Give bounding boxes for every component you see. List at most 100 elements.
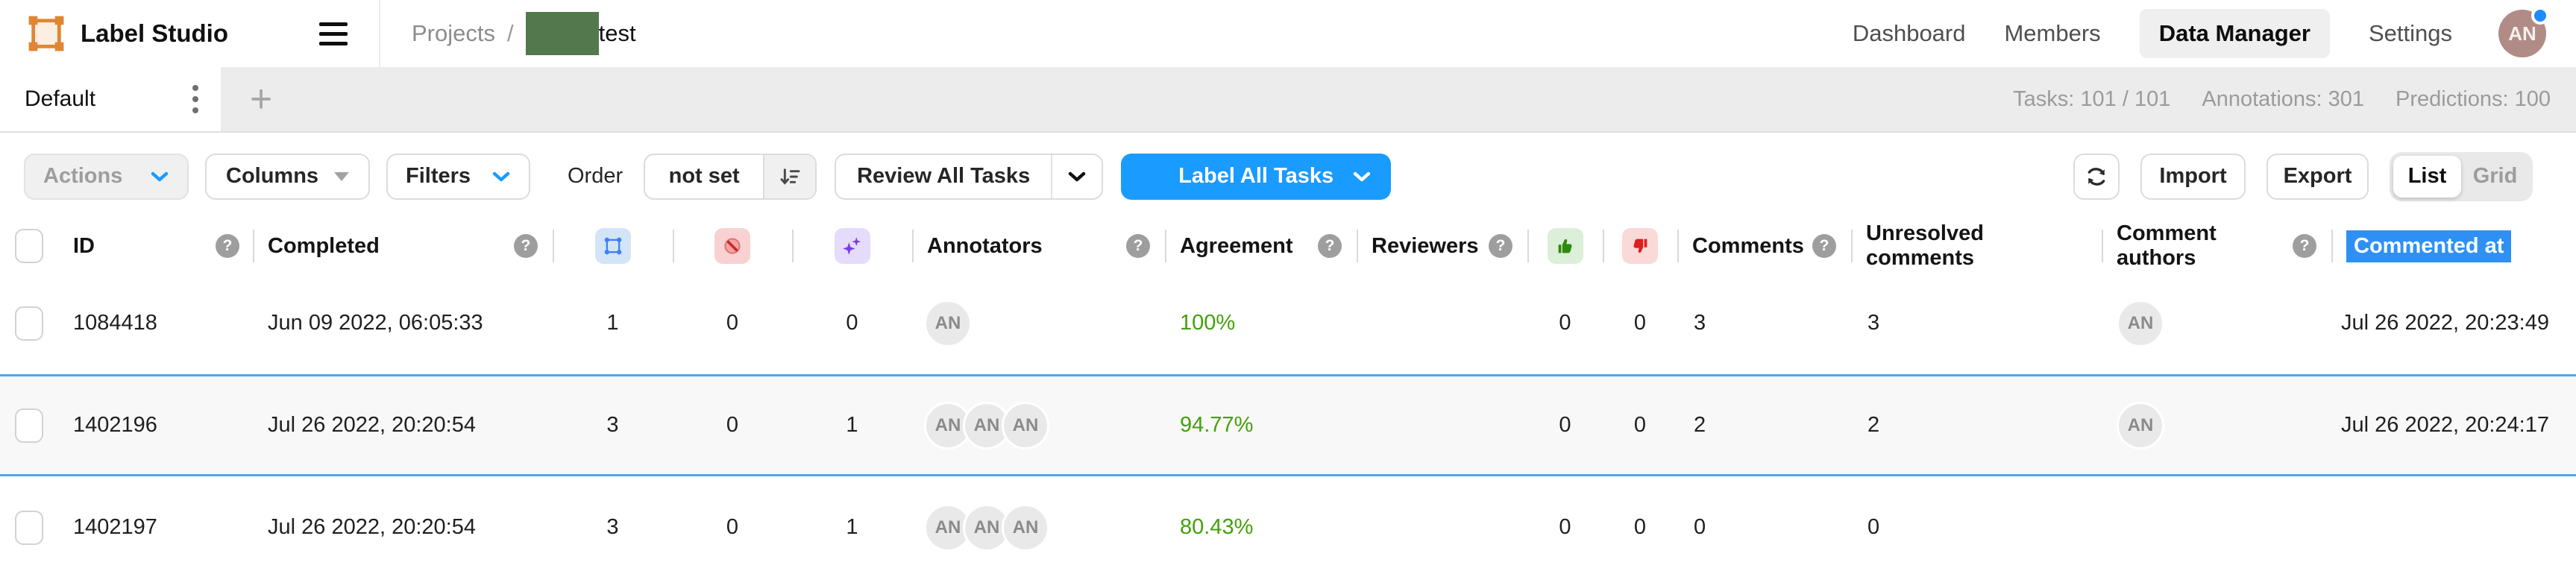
column-label-id: ID	[73, 233, 95, 258]
help-icon[interactable]	[514, 234, 538, 258]
cell-completed: Jun 09 2022, 06:05:33	[268, 311, 483, 335]
thumbs-down-icon[interactable]	[1622, 228, 1658, 264]
help-icon[interactable]	[1318, 234, 1342, 258]
review-all-tasks-button[interactable]: Review All Tasks	[835, 153, 1104, 200]
view-mode-grid[interactable]: Grid	[2472, 164, 2518, 188]
help-icon[interactable]	[1489, 234, 1512, 258]
breadcrumb: Projects / test	[412, 12, 636, 55]
annotations-count: Annotations: 301	[2202, 86, 2365, 111]
table-row[interactable]: 1402197 Jul 26 2022, 20:20:54 3 0 1 AN AN…	[0, 476, 2576, 574]
cell-rejected-count: 0	[1633, 413, 1647, 437]
cell-comment-authors: AN	[2102, 401, 2331, 450]
cell-agreement: 80.43%	[1180, 515, 1254, 539]
column-header-reviewers[interactable]: Reviewers	[1357, 220, 1527, 272]
cell-predictions-count: 1	[846, 515, 858, 539]
chevron-down-icon	[492, 171, 510, 181]
column-label-comment-authors: Comment authors	[2117, 221, 2217, 270]
row-checkbox[interactable]	[15, 306, 43, 341]
breadcrumb-separator: /	[506, 20, 514, 46]
help-icon[interactable]	[1812, 234, 1836, 258]
brand-name: Label Studio	[81, 19, 228, 47]
predictions-count: Predictions: 100	[2396, 86, 2551, 111]
import-button[interactable]: Import	[2140, 153, 2246, 200]
cell-comment-authors: AN	[2102, 299, 2331, 347]
row-checkbox[interactable]	[15, 408, 43, 443]
refresh-button[interactable]	[2073, 153, 2120, 200]
cell-unresolved-comments-count: 0	[1867, 515, 1880, 539]
cell-comments-count: 2	[1694, 413, 1706, 437]
cell-unresolved-comments-count: 3	[1867, 311, 1880, 335]
help-icon[interactable]	[1126, 234, 1150, 258]
order-selector[interactable]: not set	[644, 153, 817, 200]
nav-link-settings[interactable]: Settings	[2368, 20, 2452, 46]
cell-annotators: AN AN AN	[912, 401, 1165, 450]
cell-comments-count: 0	[1694, 515, 1706, 539]
skipped-annotations-icon[interactable]	[714, 228, 750, 264]
cell-unresolved-comments-count: 2	[1867, 413, 1880, 437]
row-checkbox[interactable]	[15, 510, 43, 545]
column-header-commented-at[interactable]: Commented at	[2331, 220, 2576, 272]
breadcrumb-project: test	[525, 12, 636, 55]
tasks-count: Tasks: 101 / 101	[2013, 86, 2171, 111]
table-row[interactable]: 1084418 Jun 09 2022, 06:05:33 1 0 0 AN 1…	[0, 272, 2576, 374]
annotation-results-icon[interactable]	[594, 228, 631, 264]
table-row[interactable]: 1402196 Jul 26 2022, 20:20:54 3 0 1 AN AN…	[0, 374, 2576, 476]
cell-task-id: 1402197	[73, 515, 157, 539]
nav-link-dashboard[interactable]: Dashboard	[1852, 20, 1966, 46]
column-header-cancelled[interactable]	[673, 220, 792, 272]
cell-commented-at: Jul 26 2022, 20:23:49	[2341, 311, 2549, 335]
column-header-agreement[interactable]: Agreement	[1165, 220, 1357, 272]
help-icon[interactable]	[2293, 234, 2316, 258]
cell-cancelled-count: 0	[726, 515, 739, 539]
column-header-comment-authors[interactable]: Comment authors	[2102, 220, 2331, 272]
add-view-button[interactable]: +	[249, 78, 273, 121]
chevron-down-icon	[1353, 171, 1371, 181]
label-all-tasks-label: Label All Tasks	[1178, 164, 1334, 188]
review-dropdown-toggle[interactable]	[1051, 154, 1102, 198]
nav-link-members[interactable]: Members	[2004, 20, 2101, 46]
column-label-unresolved-comments: Unresolved comments	[1866, 221, 1984, 270]
select-all-checkbox[interactable]	[15, 229, 43, 263]
column-header-completed[interactable]: Completed	[253, 220, 553, 272]
column-header-unresolved-comments[interactable]: Unresolved comments	[1851, 220, 2102, 272]
actions-label: Actions	[43, 164, 123, 188]
cell-completed: Jul 26 2022, 20:20:54	[268, 515, 476, 539]
column-header-id[interactable]: ID	[60, 220, 253, 272]
column-header-rejected[interactable]	[1603, 220, 1677, 272]
help-icon[interactable]	[216, 234, 239, 258]
column-header-annotations[interactable]	[553, 220, 673, 272]
cell-annotators: AN	[912, 299, 1165, 347]
user-menu[interactable]: AN	[2498, 7, 2549, 57]
column-header-accepted[interactable]	[1527, 220, 1603, 272]
cell-annotations-count: 3	[606, 515, 619, 539]
label-all-tasks-button[interactable]: Label All Tasks	[1121, 153, 1392, 200]
columns-dropdown[interactable]: Columns	[205, 153, 370, 200]
toolbar: Actions Columns Filters Order not set Re…	[0, 133, 2576, 220]
export-button[interactable]: Export	[2266, 153, 2369, 200]
review-all-tasks-label: Review All Tasks	[857, 164, 1031, 188]
filters-dropdown[interactable]: Filters	[386, 153, 530, 200]
user-avatar: AN	[924, 299, 972, 347]
tab-default[interactable]: Default	[0, 67, 221, 131]
predictions-icon[interactable]	[834, 228, 870, 264]
tab-options-kebab-icon[interactable]	[186, 79, 204, 119]
nav-link-data-manager[interactable]: Data Manager	[2139, 9, 2330, 58]
refresh-icon	[2087, 167, 2105, 186]
thumbs-up-icon[interactable]	[1547, 228, 1583, 264]
cell-task-id: 1402196	[73, 413, 157, 437]
cell-agreement: 100%	[1180, 311, 1236, 335]
view-mode-list[interactable]: List	[2393, 155, 2461, 198]
sort-direction-button[interactable]	[763, 154, 816, 198]
actions-dropdown[interactable]: Actions	[24, 153, 189, 200]
table-body: 1084418 Jun 09 2022, 06:05:33 1 0 0 AN 1…	[0, 272, 2576, 574]
column-header-annotators[interactable]: Annotators	[912, 220, 1165, 272]
columns-label: Columns	[226, 164, 319, 188]
cell-predictions-count: 1	[846, 413, 858, 437]
hamburger-menu-icon[interactable]	[319, 22, 348, 45]
project-stats: Tasks: 101 / 101 Annotations: 301 Predic…	[2013, 87, 2576, 112]
cell-cancelled-count: 0	[726, 413, 739, 437]
filters-label: Filters	[406, 164, 471, 188]
column-header-predictions[interactable]	[792, 220, 912, 272]
column-header-comments[interactable]: Comments	[1677, 220, 1851, 272]
breadcrumb-projects-link[interactable]: Projects	[412, 20, 495, 46]
